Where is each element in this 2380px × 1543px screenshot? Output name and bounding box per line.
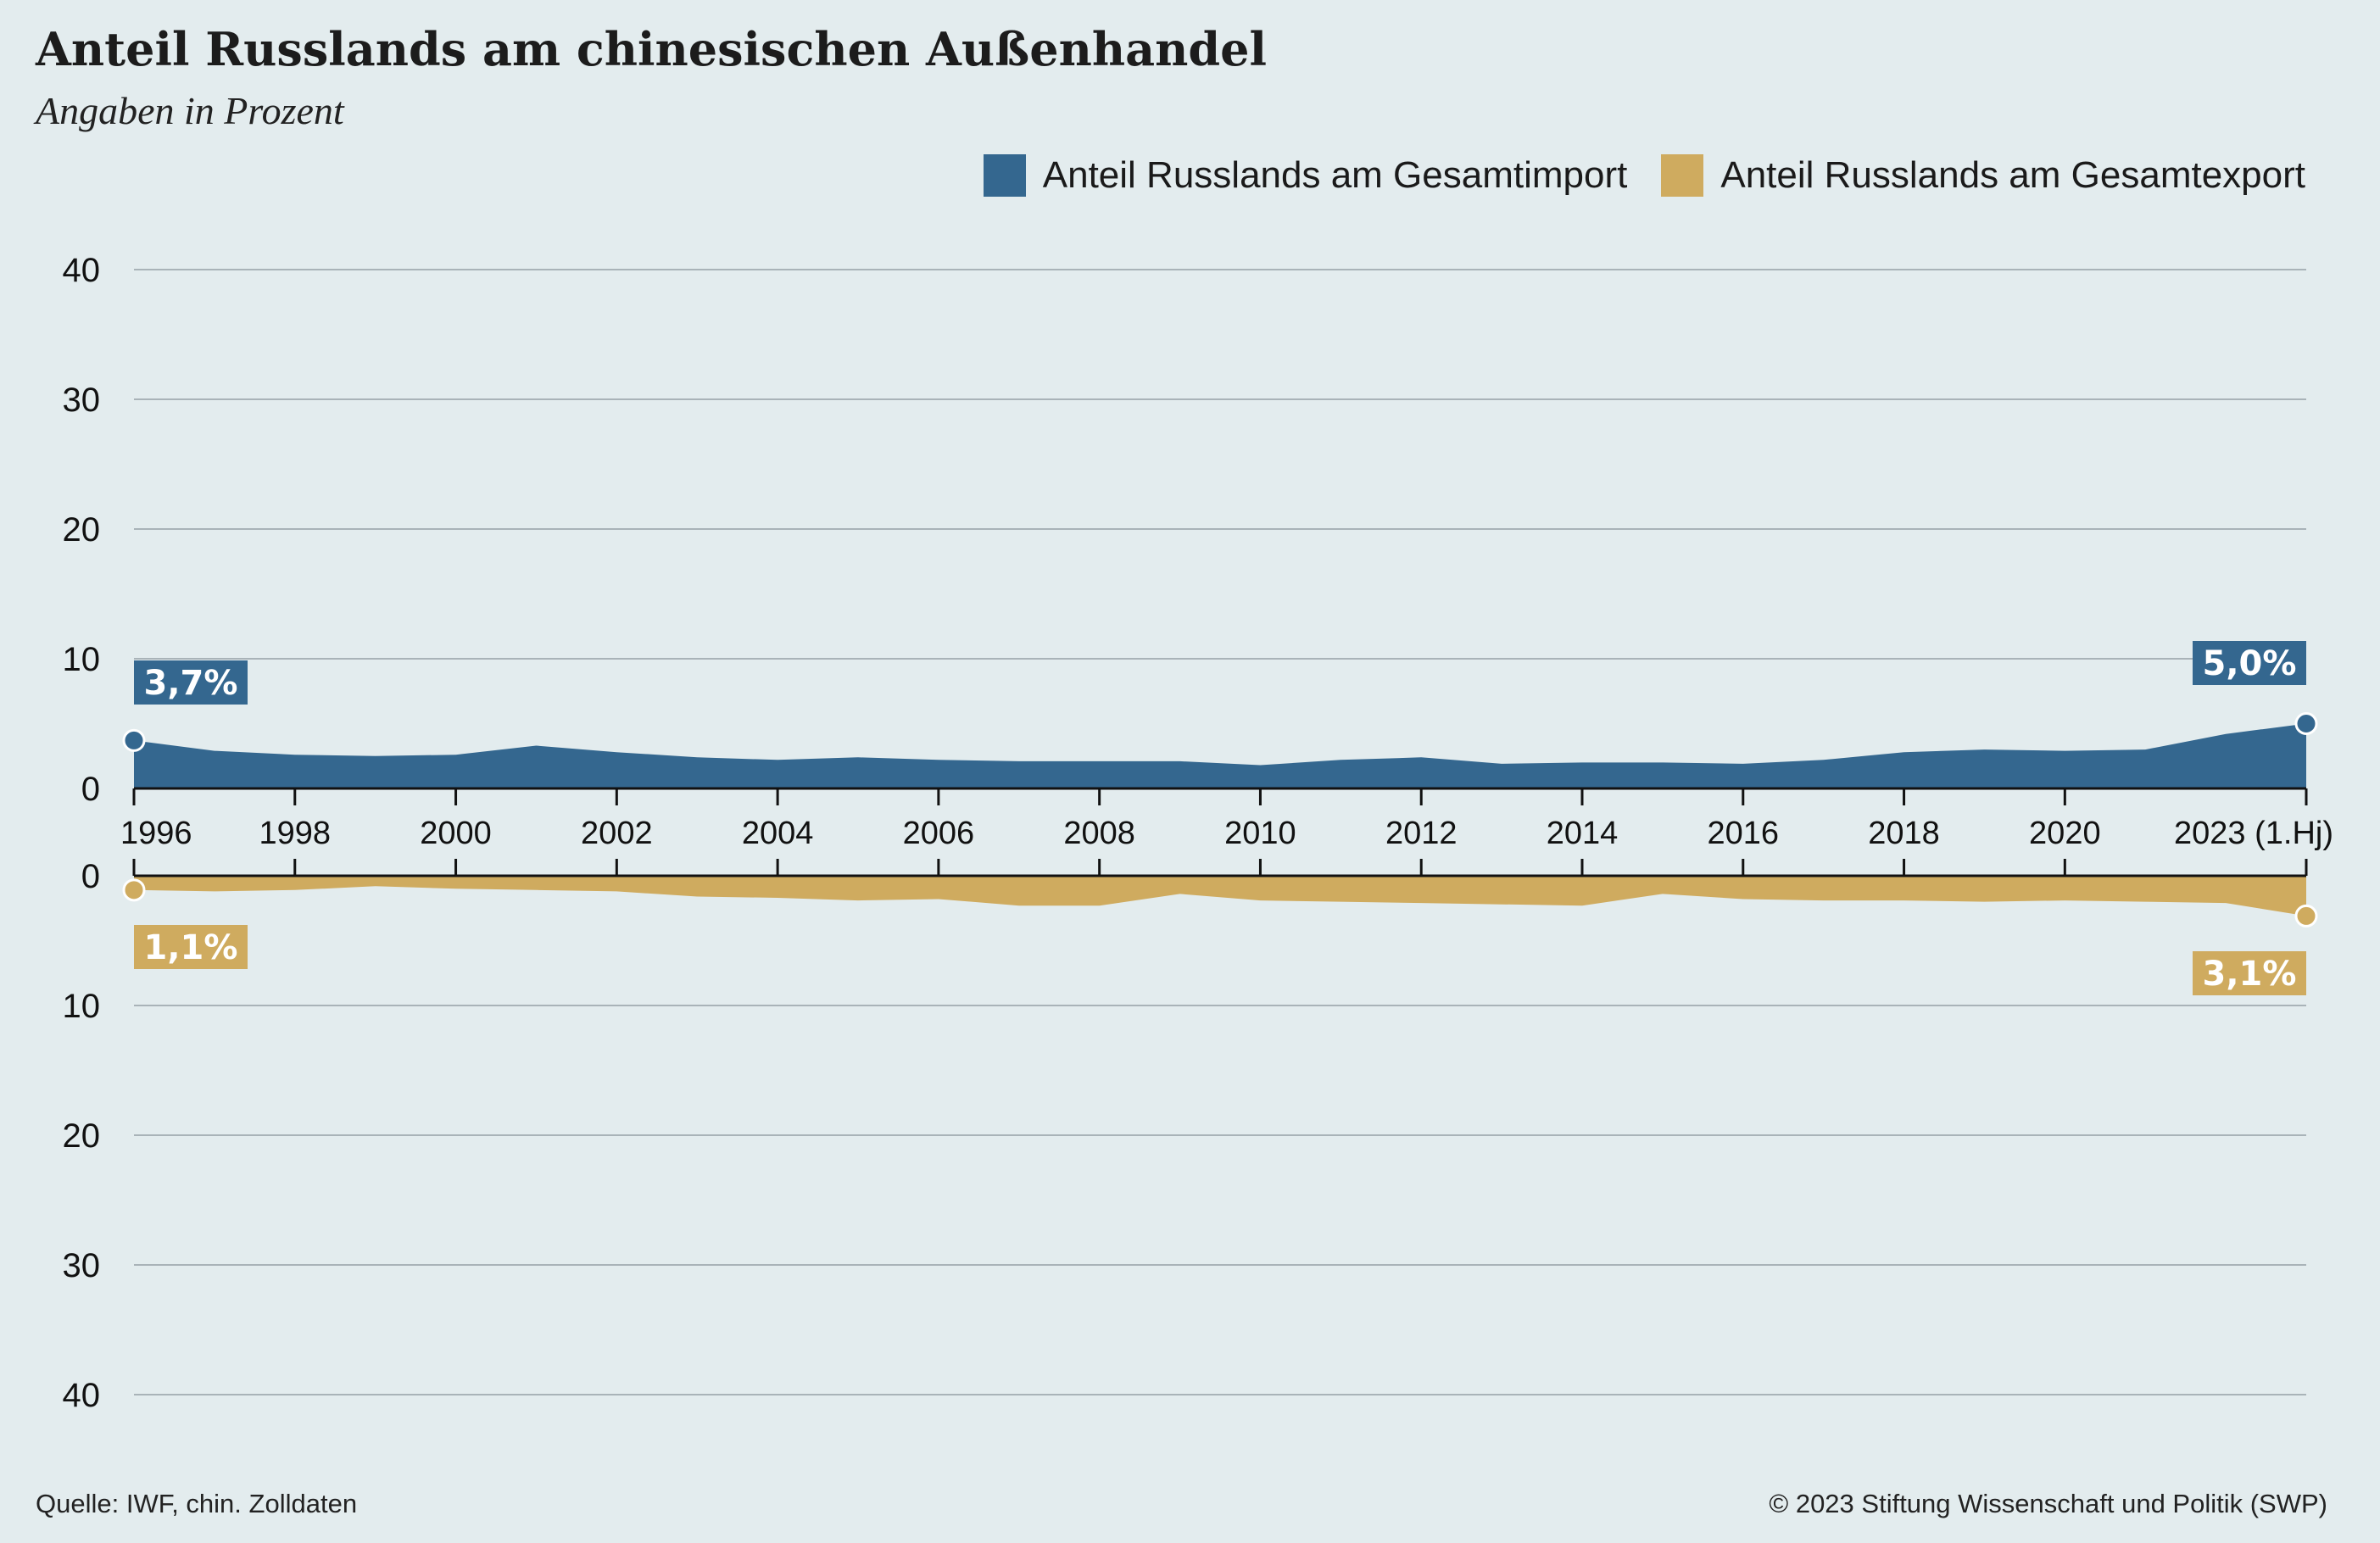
x-tick-label-2000: 2000 [420,816,492,851]
x-tick-label-2008: 2008 [1063,816,1135,851]
legend-item-import: Anteil Russlands am Gesamtimport [983,154,1628,197]
x-tick-label-2020: 2020 [2029,816,2101,851]
y-tick-export-0: 0 [81,858,100,895]
source-note: Quelle: IWF, chin. Zolldaten [36,1489,358,1518]
x-tick-label-2004: 2004 [742,816,814,851]
marker-import-first [122,728,146,752]
x-tick-label-2023: 2023 (1.Hj) [2174,816,2333,851]
callout-export-last-label: 3,1% [2203,955,2297,994]
legend-swatch-export [1661,154,1704,197]
x-tick-label-2014: 2014 [1547,816,1619,851]
legend: Anteil Russlands am Gesamtimport Anteil … [983,154,2305,197]
marker-import-last [2294,712,2318,735]
y-tick-import-10: 10 [63,641,101,678]
x-tick-label-2016: 2016 [1708,816,1780,851]
x-tick-label-1998: 1998 [259,816,332,851]
y-tick-export-30: 30 [63,1247,101,1284]
legend-label-import: Anteil Russlands am Gesamtimport [1042,154,1628,196]
x-tick-label-2018: 2018 [1868,816,1940,851]
legend-swatch-import [983,154,1026,197]
x-tick-label-2010: 2010 [1224,816,1296,851]
marker-export-last [2294,904,2318,927]
callout-export-first-label: 1,1% [144,928,238,967]
y-tick-import-20: 20 [63,511,101,549]
callout-import-first-label: 3,7% [144,664,238,703]
area-export [134,876,2306,916]
legend-item-export: Anteil Russlands am Gesamtexport [1661,154,2305,197]
callout-import-first-box [134,660,248,705]
callout-import-last-box [2193,641,2306,685]
area-import [134,723,2306,788]
callout-export-last-box [2193,951,2306,995]
y-tick-import-0: 0 [81,771,100,808]
legend-label-export: Anteil Russlands am Gesamtexport [1720,154,2305,196]
x-tick-label-2006: 2006 [903,816,975,851]
copyright-note: © 2023 Stiftung Wissenschaft und Politik… [1769,1489,2327,1518]
x-tick-label-2012: 2012 [1385,816,1458,851]
y-tick-import-40: 40 [63,252,101,289]
y-tick-import-30: 30 [63,382,101,419]
chart-title: Anteil Russlands am chinesischen Außenha… [36,22,1267,76]
y-tick-export-20: 20 [63,1117,101,1155]
marker-export-first [122,878,146,902]
y-tick-export-10: 10 [63,988,101,1025]
x-tick-label-2002: 2002 [581,816,653,851]
callout-import-last-label: 5,0% [2203,644,2297,683]
chart-subtitle: Angaben in Prozent [36,89,344,132]
y-tick-export-40: 40 [63,1377,101,1414]
callout-export-first-box [134,925,248,969]
x-tick-label-1996: 1996 [120,816,192,851]
